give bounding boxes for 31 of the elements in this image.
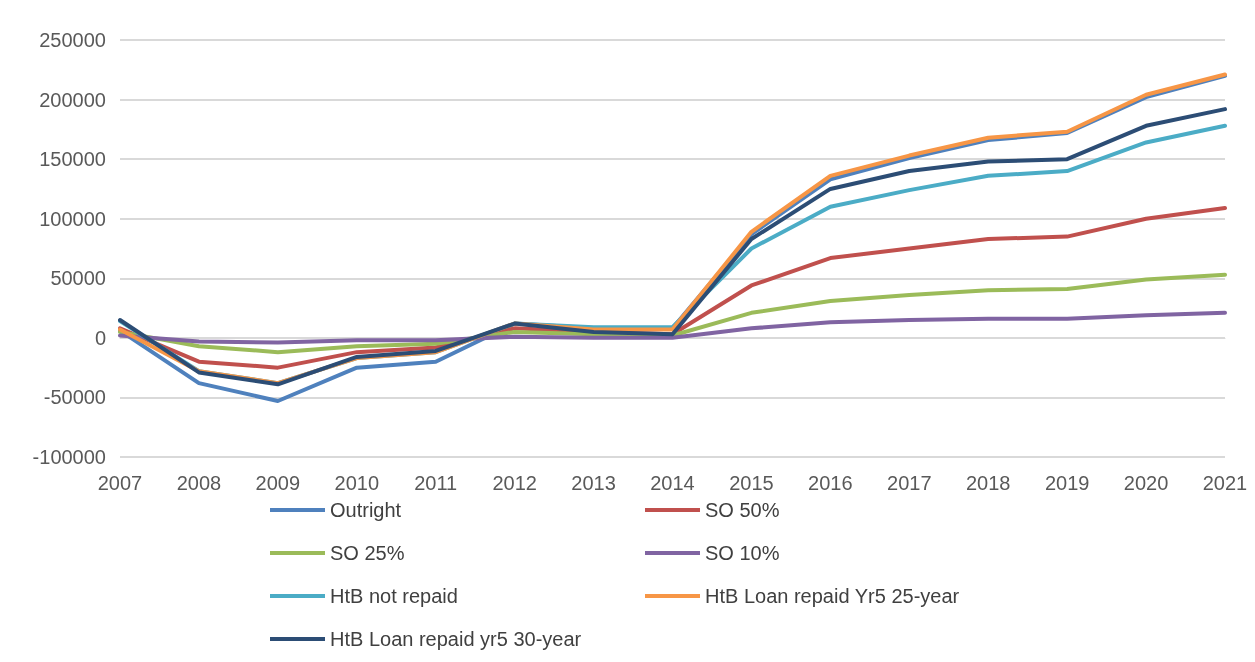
legend-label: HtB not repaid (330, 585, 458, 607)
x-tick-label: 2015 (729, 472, 774, 494)
x-tick-label: 2017 (887, 472, 932, 494)
x-tick-label: 2012 (492, 472, 537, 494)
y-tick-label: -50000 (43, 386, 106, 409)
line-series (118, 310, 1227, 345)
y-tick-label: 0 (94, 326, 106, 349)
x-tick-label: 2020 (1123, 472, 1169, 494)
legend-label: SO 10% (705, 542, 780, 564)
x-tick-label: 2007 (97, 472, 143, 494)
x-tick-label: 2016 (808, 472, 853, 494)
y-tick-label: 50000 (50, 267, 106, 290)
x-tick-label: 2019 (1044, 472, 1090, 494)
legend-label: HtB Loan repaid yr5 30-year (330, 628, 582, 650)
y-tick-label: 250000 (39, 29, 106, 51)
legend-label: HtB Loan repaid Yr5 25-year (705, 585, 960, 607)
x-tick-label: 2011 (414, 472, 458, 494)
y-tick-label: -100000 (32, 446, 106, 468)
x-tick-label: 2008 (176, 472, 222, 494)
legend-label: Outright (330, 499, 402, 521)
x-tick-label: 2010 (334, 472, 380, 494)
y-tick-label: 200000 (39, 88, 106, 111)
legend-label: SO 25% (330, 542, 405, 564)
x-tick-label: 2013 (571, 472, 616, 494)
x-tick-label: 2014 (650, 472, 695, 494)
x-tick-label: 2021 (1202, 472, 1248, 494)
x-tick-label: 2018 (965, 472, 1011, 494)
y-tick-label: 100000 (39, 207, 106, 230)
y-tick-label: 150000 (39, 148, 106, 171)
legend-label: SO 50% (705, 499, 780, 521)
x-tick-label: 2009 (255, 472, 301, 494)
